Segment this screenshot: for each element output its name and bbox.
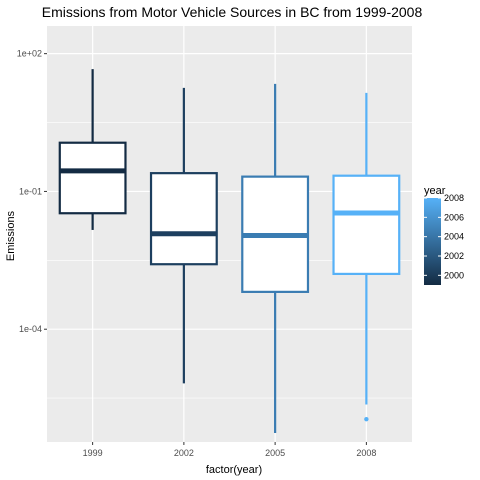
legend-tick-label: 2002 <box>444 251 464 261</box>
legend-tick-label: 2004 <box>444 232 464 242</box>
x-tick-label: 2008 <box>356 448 376 458</box>
box-2002 <box>149 87 218 384</box>
legend-tick-label: 2008 <box>444 193 464 203</box>
x-tick-label: 1999 <box>83 448 103 458</box>
legend-tick-label: 2006 <box>444 212 464 222</box>
box-iqr <box>58 141 127 215</box>
y-axis: 1e-04 1e-01 1e+02 <box>17 49 47 334</box>
x-axis-title: factor(year) <box>206 464 262 476</box>
y-tick-label: 1e-01 <box>19 186 42 196</box>
box-iqr <box>332 174 401 276</box>
x-axis: 1999 2002 2005 2008 <box>83 442 376 458</box>
box-2005 <box>241 83 310 433</box>
legend-ticks: 2000 2002 2004 2006 2008 <box>424 193 464 280</box>
box-2008 <box>332 92 401 422</box>
y-tick-label: 1e+02 <box>17 49 42 59</box>
legend-colorbar <box>424 198 441 285</box>
legend-tick-label: 2000 <box>444 270 464 280</box>
legend: year 2000 2002 2004 2006 2008 <box>424 185 464 285</box>
y-axis-title: Emissions <box>5 210 17 261</box>
y-tick-label: 1e-04 <box>19 324 42 334</box>
outlier-point <box>364 416 369 422</box>
chart-title: Emissions from Motor Vehicle Sources in … <box>42 4 423 20</box>
boxes <box>58 69 401 433</box>
box-1999 <box>58 69 127 230</box>
box-iqr <box>149 172 218 266</box>
x-tick-label: 2005 <box>265 448 285 458</box>
x-tick-label: 2002 <box>174 448 194 458</box>
legend-title: year <box>424 185 446 197</box>
